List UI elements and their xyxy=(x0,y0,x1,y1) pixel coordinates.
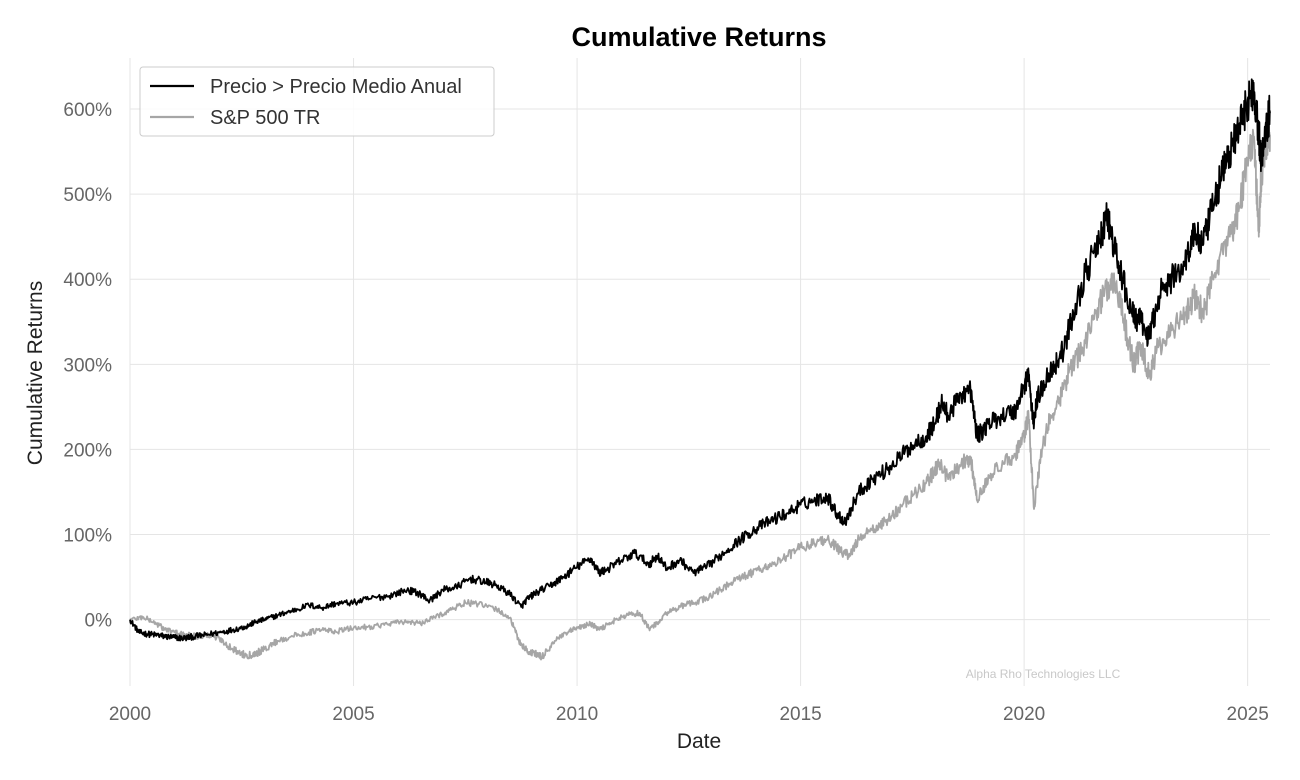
legend-label-precio: Precio > Precio Medio Anual xyxy=(210,76,462,98)
x-tick-label-2015: 2015 xyxy=(779,704,821,725)
y-tick-label-300: 300% xyxy=(63,355,112,376)
x-tick-label-2010: 2010 xyxy=(556,704,598,725)
x-tick-label-2025: 2025 xyxy=(1227,704,1269,725)
grid-lines xyxy=(129,58,1270,686)
watermark-text: Alpha Rho Technologies LLC xyxy=(966,667,1121,681)
y-tick-label-400: 400% xyxy=(63,270,112,291)
x-tick-label-2020: 2020 xyxy=(1003,704,1045,725)
chart-title: Cumulative Returns xyxy=(571,22,826,52)
tick-labels: 2000 2005 2010 2015 2020 2025 0% 100% 200% 300% 40… xyxy=(63,100,1268,725)
y-tick-label-0: 0% xyxy=(85,611,113,632)
y-tick-label-200: 200% xyxy=(63,440,112,461)
series-lines xyxy=(129,78,1271,661)
series-line-sp500 xyxy=(129,119,1271,661)
y-axis-label: Cumulative Returns xyxy=(24,281,47,465)
y-tick-label-500: 500% xyxy=(63,185,112,206)
legend-label-sp500: S&P 500 TR xyxy=(210,107,320,129)
y-tick-label-600: 600% xyxy=(63,100,112,121)
series-line-precio xyxy=(129,78,1271,642)
x-tick-label-2005: 2005 xyxy=(332,704,374,725)
y-tick-label-100: 100% xyxy=(63,526,112,547)
legend: Precio > Precio Medio Anual S&P 500 TR xyxy=(139,66,495,137)
legend-box xyxy=(139,66,495,137)
x-tick-label-2000: 2000 xyxy=(109,704,151,725)
x-axis-label: Date xyxy=(677,730,721,753)
